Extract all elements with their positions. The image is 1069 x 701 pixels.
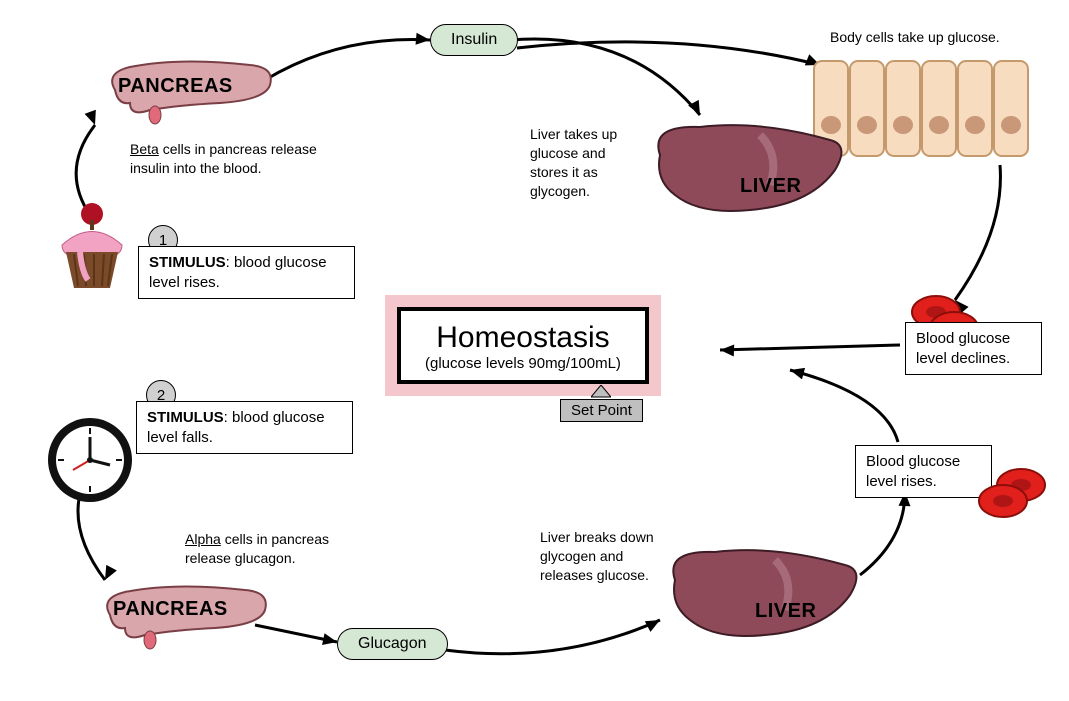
pancreas-bottom (95, 580, 275, 665)
pancreas-bottom-label: PANCREAS (113, 598, 228, 621)
homeostasis-title: Homeostasis (425, 321, 621, 355)
blood-cells-bottom-icon (975, 463, 1050, 528)
liver-bottom-label: LIVER (755, 600, 816, 623)
blood-rises-box: Blood glucose level rises. (855, 445, 992, 498)
liver-bottom-caption: Liver breaks down glycogen and releases … (540, 528, 660, 585)
pancreas-top-caption: Beta cells in pancreas release insulin i… (130, 140, 330, 178)
glucagon-pill: Glucagon (337, 628, 448, 660)
stimulus-2-box: STIMULUS: blood glucose level falls. (136, 401, 353, 454)
body-cells-caption: Body cells take up glucose. (830, 28, 1000, 47)
liver-top-label: LIVER (740, 175, 801, 198)
insulin-pill: Insulin (430, 24, 518, 56)
stimulus-1-bold: STIMULUS (149, 254, 226, 271)
pancreas-bottom-caption: Alpha cells in pancreas release glucagon… (185, 530, 365, 568)
pancreas-top-label: PANCREAS (118, 75, 233, 98)
setpoint-group: Set Point (560, 385, 643, 422)
stimulus-2-bold: STIMULUS (147, 409, 224, 426)
clock-icon (45, 415, 135, 510)
blood-declines-box: Blood glucose level declines. (905, 322, 1042, 375)
stimulus-1-box: STIMULUS: blood glucose level rises. (138, 246, 355, 299)
cupcake-icon (50, 200, 135, 300)
setpoint-label: Set Point (560, 399, 643, 422)
homeostasis-box: Homeostasis (glucose levels 90mg/100mL) (385, 295, 661, 396)
homeostasis-subtitle: (glucose levels 90mg/100mL) (425, 355, 621, 372)
liver-top-caption: Liver takes up glucose and stores it as … (530, 125, 640, 201)
